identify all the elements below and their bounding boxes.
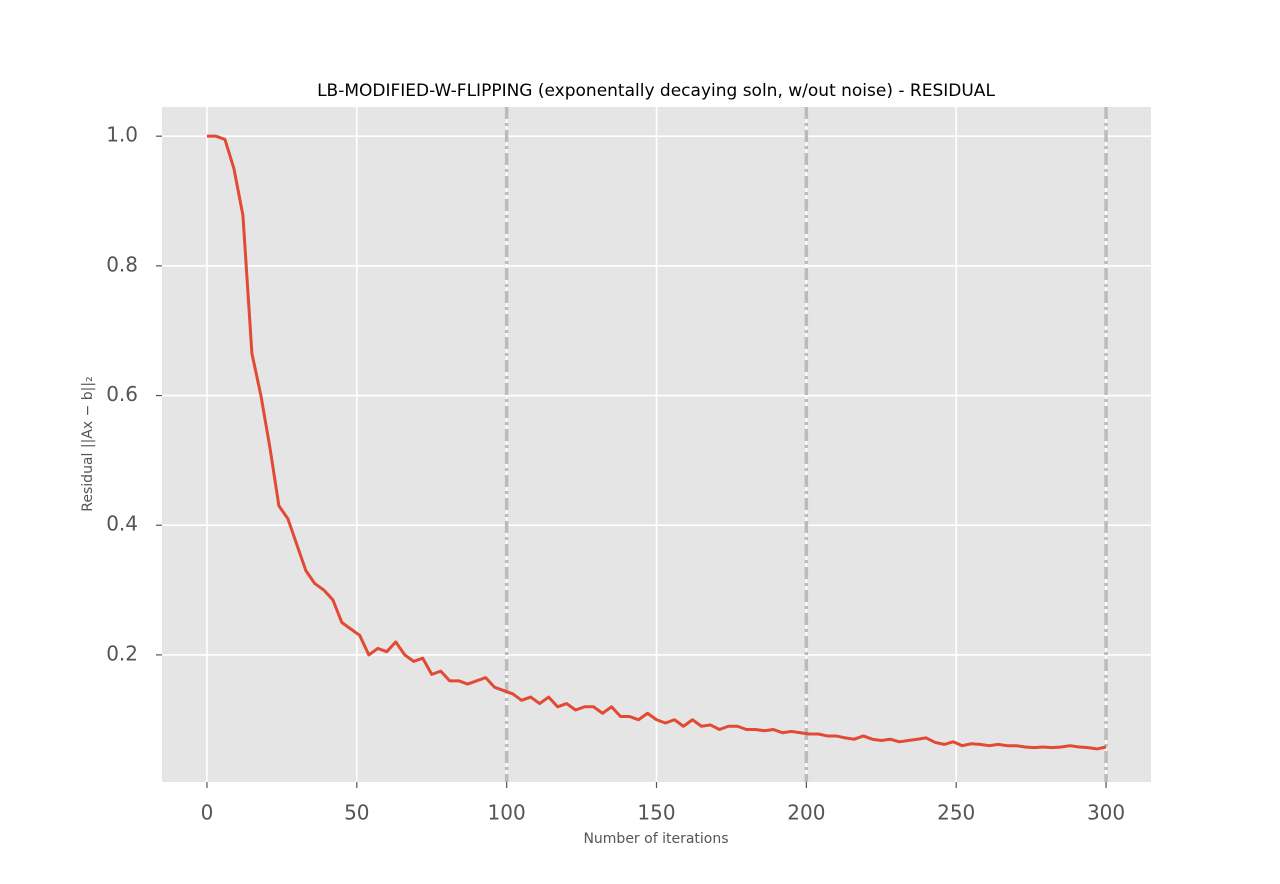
- x-tick-label: 50: [344, 801, 369, 825]
- y-tick-label: 0.4: [106, 512, 138, 536]
- x-tick-label: 300: [1087, 801, 1125, 825]
- chart-title: LB-MODIFIED-W-FLIPPING (exponentally dec…: [317, 81, 995, 101]
- x-tick-label: 250: [937, 801, 975, 825]
- y-tick-label: 1.0: [106, 123, 138, 147]
- x-axis-label: Number of iterations: [583, 831, 728, 847]
- y-tick-label: 0.2: [106, 641, 138, 665]
- x-tick-label: 100: [488, 801, 526, 825]
- y-axis-label: Residual ||Ax − b||₂: [80, 376, 96, 511]
- x-tick-label: 200: [787, 801, 825, 825]
- line-series: [206, 134, 1107, 751]
- y-tick-label: 0.6: [106, 382, 138, 406]
- x-tick-label: 150: [637, 801, 675, 825]
- y-tick-label: 0.8: [106, 252, 138, 276]
- x-tick-label: 0: [201, 801, 214, 825]
